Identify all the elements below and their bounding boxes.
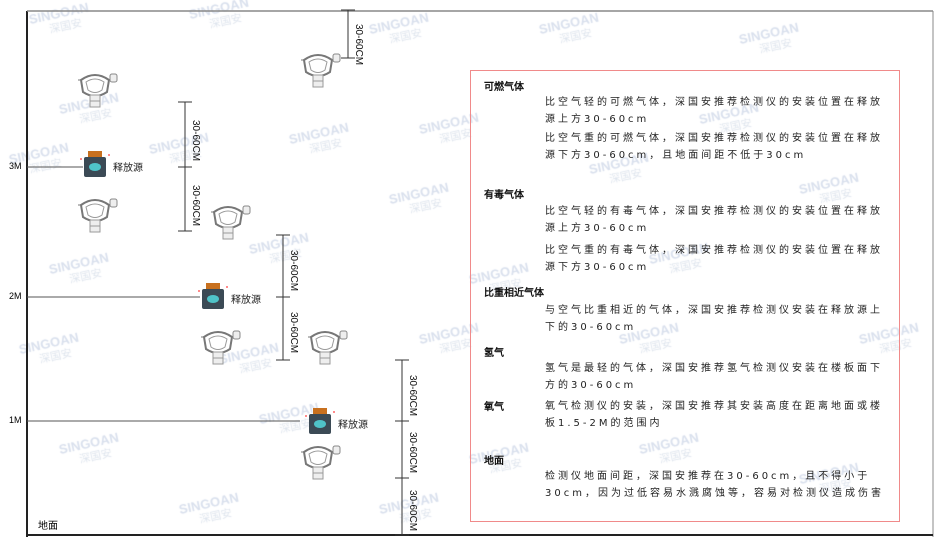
dimension-label: 30-60CM [288, 250, 299, 292]
legend-paragraph: 比空气重的有毒气体，深国安推荐检测仪的安装位置在释放源下方30-60cm [545, 245, 883, 273]
release-source-icon [198, 281, 228, 315]
legend-paragraph: 比空气轻的有毒气体，深国安推荐检测仪的安装位置在释放源上方30-60cm [545, 206, 883, 234]
release-source-label: 释放源 [231, 295, 261, 306]
legend-section-title: 氧气 [484, 402, 504, 413]
level-1m-label: 1M [9, 415, 22, 425]
legend-section-title: 地面 [484, 456, 504, 467]
legend-paragraph: 氢气是最轻的气体，深国安推荐氢气检测仪安装在楼板面下方的30-60cm [545, 363, 883, 391]
legend-paragraph: 与空气比重相近的气体，深国安推荐检测仪安装在释放源上下的30-60cm [545, 305, 883, 333]
dimension-label: 30-60CM [353, 24, 364, 66]
dimension-label: 30-60CM [407, 490, 418, 532]
floor-label: 地面 [38, 521, 58, 532]
release-source-icon [305, 406, 335, 440]
gas-detector-icon [298, 442, 342, 486]
gas-detector-icon [198, 327, 242, 371]
legend-section-title: 比重相近气体 [484, 288, 544, 299]
legend-paragraph: 氧气检测仪的安装，深国安推荐其安装高度在距离地面或楼板1.5-2M的范围内 [545, 401, 883, 429]
release-source-label: 释放源 [113, 163, 143, 174]
level-3m-label: 3M [9, 161, 22, 171]
release-source-icon [80, 149, 110, 183]
release-source-label: 释放源 [338, 420, 368, 431]
gas-detector-icon [298, 50, 342, 94]
legend-paragraph: 比空气轻的可燃气体，深国安推荐检测仪的安装位置在释放源上方30-60cm [545, 97, 883, 125]
dimension-label: 30-60CM [407, 432, 418, 474]
level-2m-label: 2M [9, 291, 22, 301]
dimension-label: 30-60CM [190, 185, 201, 227]
gas-detector-icon [75, 195, 119, 239]
legend-paragraph: 检测仪地面间距，深国安推荐在30-60cm，且不得小于30cm，因为过低容易水溅… [545, 471, 884, 499]
dimension-label: 30-60CM [190, 120, 201, 162]
gas-detector-icon [305, 327, 349, 371]
legend-section-title: 氢气 [484, 348, 504, 359]
legend-section-title: 可燃气体 [484, 82, 524, 93]
gas-detector-icon [208, 202, 252, 246]
dimension-label: 30-60CM [407, 375, 418, 417]
legend-paragraph: 比空气重的可燃气体，深国安推荐检测仪的安装位置在释放源下方30-60cm，且地面… [545, 133, 883, 161]
legend-box [470, 70, 900, 522]
legend-section-title: 有毒气体 [484, 190, 524, 201]
dimension-label: 30-60CM [288, 312, 299, 354]
gas-detector-icon [75, 70, 119, 114]
